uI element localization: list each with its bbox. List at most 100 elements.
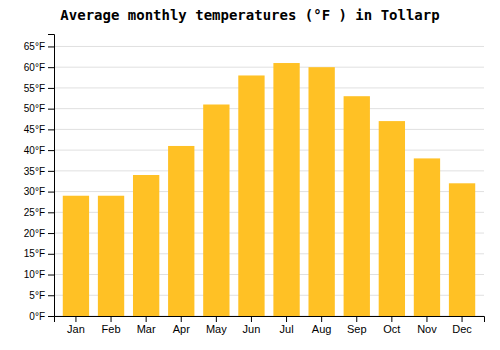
bar [273,63,299,316]
y-tick-mark [48,171,54,172]
y-tick-mark [48,316,54,317]
x-tick-label: Feb [102,323,121,335]
y-tick-label: 20°F [24,228,45,239]
y-tick: 25°F [24,207,54,218]
y-tick: 20°F [24,228,54,239]
x-axis-line [55,317,485,323]
bar [133,175,159,316]
y-tick-mark [48,233,54,234]
y-axis-line [48,35,55,317]
x-tick: Sep [347,316,367,335]
y-tick: 40°F [24,145,54,156]
y-tick-label: 5°F [29,290,45,301]
y-tick: 50°F [24,103,54,114]
bar [238,75,264,316]
x-tick: Jan [67,316,85,335]
chart: Average monthly temperatures (°F ) in To… [0,0,500,350]
y-tick-mark [48,46,54,47]
y-tick-mark [48,150,54,151]
x-tick-label: Nov [417,323,437,335]
grid [54,46,484,316]
plot: Jan Feb Mar Apr May Jun Jul Aug Sep Oct Nov Dec 0°F 5… [24,35,485,335]
x-tick-mark [75,316,76,322]
y-tick: 0°F [29,311,54,322]
y-axis: 0°F 5°F 10°F 15°F 20°F 25°F 30°F 35°F 40°F 45°F 50… [24,35,55,322]
x-tick-mark [321,316,322,322]
x-tick: Jul [280,316,294,335]
bar [98,196,124,316]
x-tick-mark [462,316,463,322]
x-tick-label: Jun [243,323,261,335]
x-tick-mark [181,316,182,322]
y-tick: 45°F [24,124,54,135]
y-tick-label: 15°F [24,248,45,259]
bar [379,121,405,316]
x-tick: Aug [312,316,332,335]
x-tick-mark [111,316,112,322]
y-tick-label: 60°F [24,62,45,73]
grid-line [54,129,484,130]
grid-line [54,46,484,47]
x-tick-mark [391,316,392,322]
y-tick: 60°F [24,62,54,73]
bar [449,183,475,316]
y-tick-label: 55°F [24,83,45,94]
x-tick: Nov [417,316,437,335]
x-tick-label: Jul [280,323,294,335]
x-tick: Oct [383,316,400,335]
y-tick-label: 0°F [29,311,45,322]
x-tick-label: Sep [347,323,367,335]
x-tick-label: Dec [452,323,472,335]
y-tick-label: 10°F [24,269,45,280]
bar [168,146,194,316]
y-tick-label: 45°F [24,124,45,135]
y-tick-label: 50°F [24,103,45,114]
x-tick-mark [251,316,252,322]
x-tick-label: Apr [173,323,190,335]
y-tick-label: 40°F [24,145,45,156]
bar [203,105,229,317]
grid-line [54,87,484,88]
y-tick-mark [48,212,54,213]
y-tick: 65°F [24,41,54,52]
y-tick-mark [48,295,54,296]
x-tick: Feb [102,316,121,335]
bar [344,96,370,316]
grid-line [54,67,484,68]
bar [63,196,89,316]
x-tick-label: May [206,323,227,335]
y-tick-mark [48,67,54,68]
x-tick: Apr [173,316,190,335]
bars [63,63,475,316]
y-tick: 30°F [24,186,54,197]
y-tick-mark [48,129,54,130]
y-tick-mark [48,275,54,276]
x-tick-mark [356,316,357,322]
y-tick-label: 25°F [24,207,45,218]
y-tick-label: 35°F [24,166,45,177]
y-tick-mark [48,254,54,255]
y-tick-label: 65°F [24,41,45,52]
x-axis: Jan Feb Mar Apr May Jun Jul Aug Sep Oct Nov Dec [55,316,485,335]
y-tick: 10°F [24,269,54,280]
title: Average monthly temperatures (°F ) in To… [60,7,439,23]
x-tick-mark [426,316,427,322]
grid-line [54,150,484,151]
x-tick-mark [286,316,287,322]
y-tick: 5°F [29,290,54,301]
x-tick-mark [216,316,217,322]
y-tick-mark [48,88,54,89]
bar [414,158,440,316]
y-tick-mark [48,192,54,193]
x-tick: May [206,316,227,335]
x-tick-label: Mar [137,323,156,335]
x-tick: Dec [452,316,472,335]
y-tick: 35°F [24,166,54,177]
x-tick: Mar [137,316,156,335]
y-tick: 55°F [24,83,54,94]
x-tick-label: Jan [67,323,85,335]
x-tick-label: Aug [312,323,332,335]
y-tick-mark [48,109,54,110]
y-tick: 15°F [24,248,54,259]
bar [308,67,334,316]
